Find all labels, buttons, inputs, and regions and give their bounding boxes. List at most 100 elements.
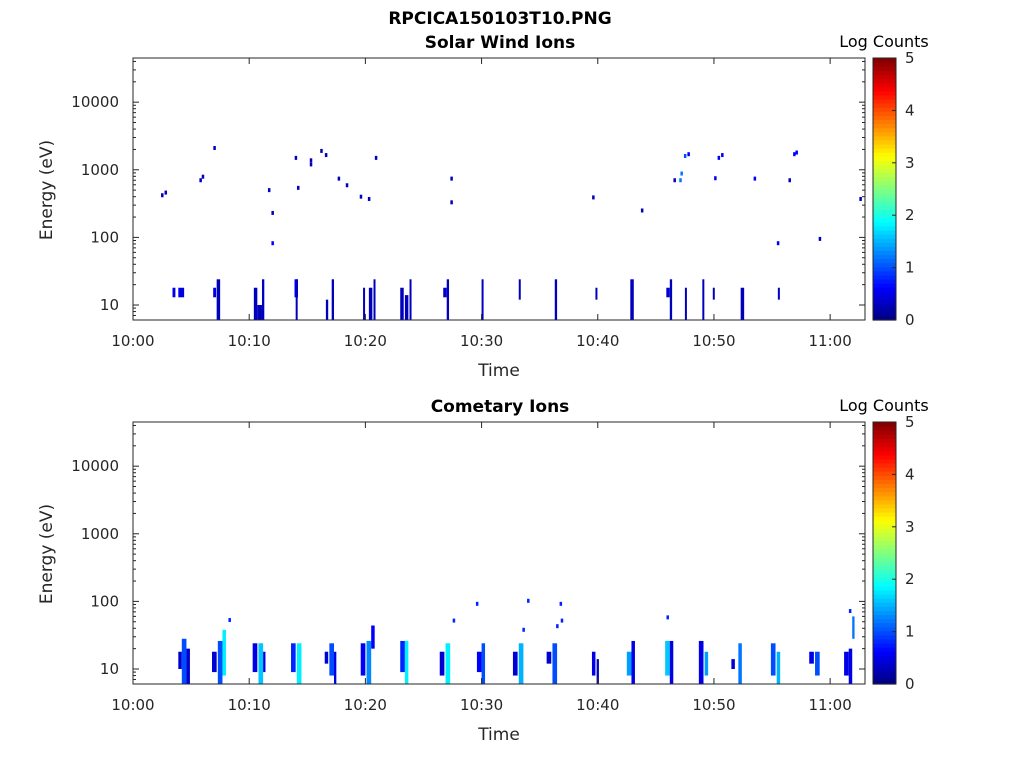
solar-wind-band [261, 279, 265, 320]
solar-wind-xlabel: Time [477, 361, 520, 381]
solar-wind-band [172, 287, 176, 298]
cometary-band [186, 648, 190, 684]
colorbar-segment [873, 229, 896, 235]
colorbar-segment [873, 283, 896, 288]
colorbar-segment [873, 512, 896, 517]
solar-wind-point [592, 195, 595, 200]
cometary-band [731, 659, 735, 670]
colorbar-segment [873, 221, 896, 227]
colorbar-segment [873, 614, 896, 620]
cometary-point [228, 618, 231, 623]
colorbar-segment [873, 90, 896, 96]
solar-wind-point [859, 196, 862, 201]
solar-wind-point [324, 153, 328, 158]
colorbar-segment [873, 131, 896, 137]
cometary-band [476, 651, 482, 673]
cometary-band [518, 643, 524, 684]
colorbar-segment [873, 184, 896, 190]
cometary-band [770, 643, 776, 676]
figure-title: RPCICA150103T10.PNG [388, 9, 611, 29]
cometary-title: Cometary Ions [431, 397, 570, 417]
solar-wind-point [309, 162, 313, 167]
solar-wind-axes-box [132, 57, 866, 321]
solar-wind-band [368, 287, 373, 320]
solar-wind-point [683, 153, 687, 158]
y-tick-label: 10 [100, 296, 119, 314]
solar-wind-point [161, 193, 164, 198]
colorbar-segment [873, 602, 896, 607]
colorbar-segment [873, 679, 896, 685]
colorbar-segment [873, 499, 896, 505]
solar-wind-band [777, 287, 780, 300]
colorbar-segment [873, 152, 896, 157]
colorbar-segment [873, 250, 896, 256]
x-tick-label: 10:30 [460, 696, 503, 714]
colorbar-segment [873, 168, 896, 174]
solar-wind-colorbar-label: Log Counts [839, 32, 929, 51]
cometary-band [698, 640, 704, 684]
solar-wind-point [776, 241, 780, 246]
colorbar-segment [873, 626, 896, 632]
colorbar-segment [873, 254, 896, 260]
colorbar-tick-label: 1 [905, 259, 915, 277]
solar-wind-point [367, 196, 371, 201]
cometary-band [776, 651, 781, 684]
colorbar-segment [873, 553, 896, 558]
solar-wind-ticks: 10:00 10:10 10:20 10:30 10:40 10:50 11:00 10 100… [71, 58, 865, 350]
colorbar-segment [873, 593, 896, 599]
cometary-point [452, 618, 456, 623]
solar-wind-band [684, 287, 687, 320]
cometary-band [212, 651, 217, 673]
solar-wind-point [640, 208, 644, 213]
cometary-band [552, 643, 558, 684]
colorbar-tick-label: 0 [905, 675, 915, 693]
solar-wind-point [213, 145, 216, 150]
solar-wind-band [409, 279, 412, 320]
cometary-band [217, 640, 223, 684]
colorbar-segment [873, 58, 896, 63]
solar-wind-panel: Solar Wind Ions Log Counts Energy (eV) T… [37, 32, 929, 381]
colorbar-segment [873, 139, 896, 145]
cometary-axes-box [132, 421, 866, 685]
colorbar-segment [873, 213, 896, 219]
colorbar-segment [873, 618, 896, 624]
solar-wind-band [712, 287, 715, 300]
colorbar-tick-label: 0 [905, 311, 915, 329]
colorbar-segment [873, 434, 896, 439]
cometary-band [404, 640, 409, 684]
colorbar-segment [873, 176, 896, 182]
solar-wind-point [320, 148, 323, 153]
colorbar-segment [873, 193, 896, 198]
cometary-band [371, 625, 375, 649]
cometary-band [252, 643, 258, 673]
colorbar-segment [873, 671, 896, 677]
cometary-ylabel: Energy (eV) [37, 504, 57, 604]
colorbar-segment [873, 643, 896, 648]
colorbar-segment [873, 487, 896, 493]
colorbar-segment [873, 569, 896, 575]
colorbar-segment [873, 483, 896, 489]
colorbar-segment [873, 234, 896, 239]
colorbar-segment [873, 462, 896, 468]
cometary-point [475, 601, 479, 606]
colorbar-segment [873, 565, 896, 570]
colorbar-segment [873, 438, 896, 444]
x-tick-label: 11:00 [809, 332, 852, 350]
colorbar-frame [872, 421, 897, 685]
colorbar-segment [873, 557, 896, 562]
solar-wind-point [271, 241, 274, 246]
cometary-marks [178, 598, 855, 684]
solar-wind-band [213, 287, 217, 298]
colorbar-segment [873, 422, 896, 427]
colorbar-tick-label: 3 [905, 154, 915, 172]
colorbar-segment [873, 270, 896, 276]
colorbar-segment [873, 544, 896, 550]
solar-wind-point [374, 155, 378, 160]
cometary-point [556, 624, 559, 629]
colorbar-segment [873, 217, 896, 223]
cometary-band [848, 648, 853, 684]
colorbar-tick-label: 5 [905, 413, 915, 431]
solar-wind-point [818, 236, 822, 241]
cometary-band [665, 640, 670, 676]
colorbar-segment [873, 638, 896, 644]
